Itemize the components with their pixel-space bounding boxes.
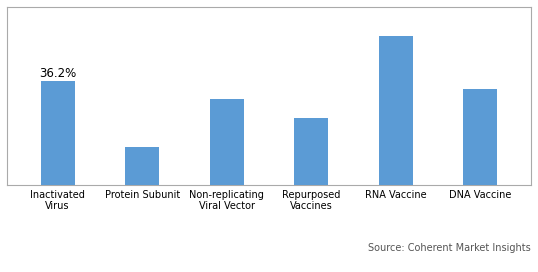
Text: Source: Coherent Market Insights: Source: Coherent Market Insights [369, 243, 531, 253]
Text: 36.2%: 36.2% [39, 67, 76, 80]
Bar [125, 147, 159, 186]
Bar [294, 118, 328, 186]
Bar [210, 99, 244, 186]
Bar [379, 36, 413, 186]
Bar [463, 89, 497, 186]
Bar [41, 81, 75, 186]
